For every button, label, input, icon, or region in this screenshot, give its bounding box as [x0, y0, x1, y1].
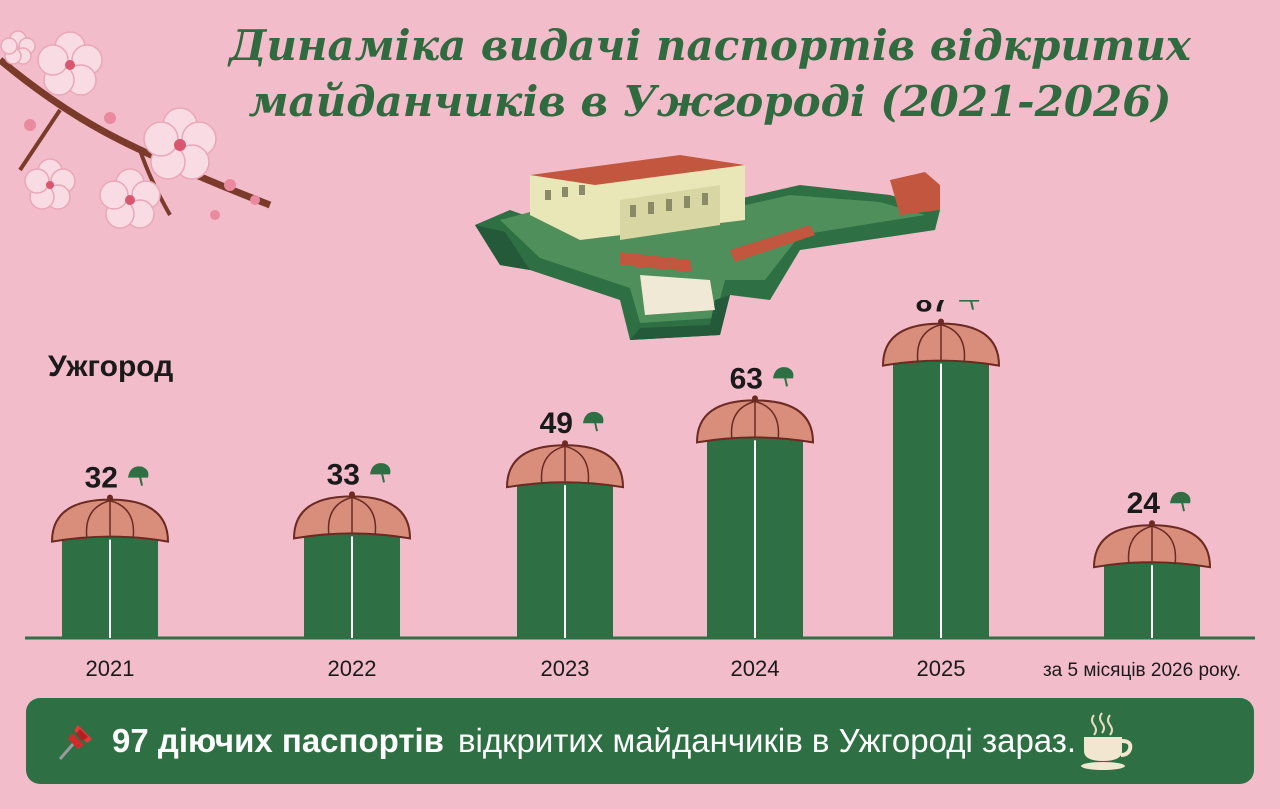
- umbrella-tip: [752, 395, 758, 402]
- uzhhorod-castle-icon: [475, 155, 940, 340]
- umbrella-rib: [540, 445, 566, 484]
- umbrella-rib: [109, 499, 135, 538]
- umbrella-tip: [562, 440, 568, 447]
- summary-banner: 97 діючих паспортів відкритих майданчикі…: [26, 698, 1254, 784]
- umbrella-rib: [1127, 525, 1153, 564]
- umbrella-handle: [1179, 492, 1185, 512]
- x-tick-label: 2021: [86, 656, 135, 681]
- banner-strong-text: 97 діючих паспортів: [112, 722, 444, 759]
- umbrella-rib: [730, 400, 756, 439]
- umbrella-rib: [564, 445, 590, 484]
- umbrella-handle: [379, 464, 385, 483]
- value-label: 87: [916, 300, 949, 319]
- chart-title-line-1: Динаміка видачі паспортів відкритих: [229, 21, 1191, 70]
- umbrella-tip: [349, 491, 355, 498]
- cherry-blossom-branch-icon: [0, 30, 272, 229]
- value-label: 24: [1127, 487, 1161, 520]
- banner-rest-text: відкритих майданчиків в Ужгороді зараз.: [457, 722, 1077, 759]
- x-tick-label: 2023: [541, 656, 590, 681]
- umbrella-tip: [107, 494, 113, 501]
- value-label: 49: [540, 407, 573, 440]
- umbrella-rib: [940, 323, 966, 362]
- bar-chart: 32 2021 33 2022 49 2023 63 2024 87 2025 24 за 5 міс…: [25, 300, 1255, 681]
- umbrella-handle: [137, 467, 143, 486]
- value-label: 32: [85, 462, 118, 495]
- coffee-cup-icon: [1081, 712, 1133, 770]
- value-label: 33: [327, 458, 360, 491]
- region-label: Ужгород: [48, 350, 174, 383]
- umbrella-handle: [969, 300, 974, 310]
- umbrella-tip: [938, 318, 944, 325]
- umbrella-rib: [327, 496, 353, 535]
- pushpin-icon: [58, 725, 92, 760]
- value-label: 63: [730, 362, 763, 395]
- chart-title: Динаміка видачі паспортів відкритих майд…: [180, 18, 1240, 130]
- umbrella-rib: [916, 323, 942, 362]
- x-tick-label: 2024: [731, 656, 780, 681]
- umbrella-rib: [351, 496, 377, 535]
- x-tick-label: 2022: [328, 656, 377, 681]
- umbrella-rib: [754, 400, 780, 439]
- umbrella-tip: [1149, 520, 1155, 527]
- umbrella-handle: [782, 368, 788, 387]
- green-umbrella-icon: [959, 300, 980, 302]
- x-tick-label: 2025: [917, 656, 966, 681]
- umbrella-rib: [1151, 525, 1177, 564]
- x-tick-label: за 5 місяців 2026 року.: [1043, 660, 1241, 681]
- umbrella-handle: [592, 412, 598, 432]
- umbrella-rib: [85, 499, 111, 538]
- chart-title-line-2: майданчиків в Ужгороді (2021-2026): [248, 77, 1172, 126]
